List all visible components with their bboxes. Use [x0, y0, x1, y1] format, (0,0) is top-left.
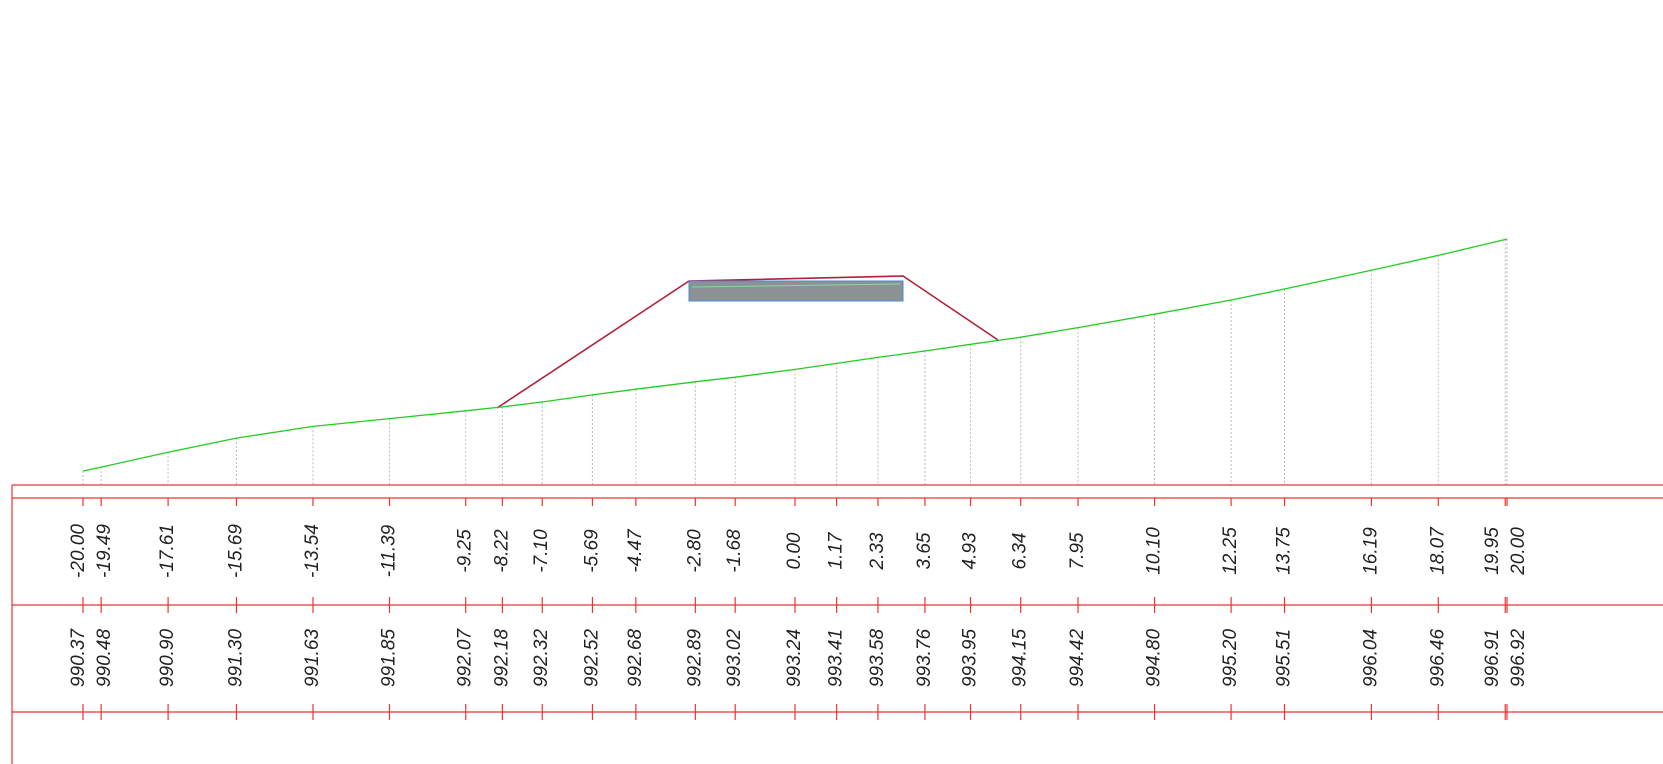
- elevation-label: 994.15: [1010, 629, 1031, 688]
- elevation-label: 992.32: [531, 629, 552, 688]
- offset-label: 2.33: [867, 532, 888, 570]
- elevation-label: 993.95: [960, 629, 981, 688]
- pavement-line: [691, 283, 901, 288]
- offset-label: 10.10: [1144, 527, 1165, 575]
- elevation-label: 992.52: [581, 629, 602, 688]
- elevation-label: 994.80: [1144, 629, 1165, 688]
- elevation-label: 996.92: [1508, 629, 1529, 688]
- labels: -20.00 990.37 -19.49 990.48 -17.61 990.90 -15.…: [68, 498, 1529, 720]
- elevation-label: 996.04: [1360, 629, 1381, 687]
- elevation-label: 993.02: [724, 629, 745, 688]
- offset-label: 3.65: [914, 532, 935, 569]
- elevation-label: 993.41: [826, 629, 847, 687]
- offset-label: -1.68: [724, 529, 745, 573]
- elevation-label: 993.76: [914, 629, 935, 688]
- elevation-label: 990.90: [157, 629, 178, 688]
- elevation-label: 993.58: [867, 629, 888, 688]
- design-section: [496, 275, 999, 409]
- elevation-label: 995.20: [1220, 629, 1241, 688]
- elevation-label: 996.46: [1427, 629, 1448, 688]
- offset-label: 16.19: [1360, 527, 1381, 575]
- offset-label: -8.22: [491, 529, 512, 573]
- offset-label: -5.69: [581, 529, 602, 573]
- elevation-label: 992.68: [625, 629, 646, 688]
- offset-label: -7.10: [531, 529, 552, 573]
- elevation-label: 992.07: [455, 628, 476, 688]
- elevation-label: 991.63: [302, 629, 323, 688]
- offset-label: -4.47: [625, 528, 646, 573]
- elevation-label: 991.85: [379, 629, 400, 688]
- elevation-label: 992.89: [684, 629, 705, 688]
- elevation-label: 991.30: [225, 629, 246, 688]
- elevation-label: 993.24: [784, 629, 805, 687]
- offset-label: -9.25: [455, 529, 476, 573]
- ground-line: [82, 238, 1508, 472]
- offset-label: 20.00: [1508, 527, 1529, 576]
- offset-label: -11.39: [379, 524, 400, 577]
- offset-label: -13.54: [302, 524, 323, 578]
- elevation-label: 996.91: [1482, 629, 1503, 687]
- elevation-label: 994.42: [1067, 629, 1088, 688]
- offset-label: 4.93: [960, 532, 981, 569]
- offset-label: 18.07: [1427, 526, 1448, 575]
- elevation-label: 990.37: [68, 628, 89, 688]
- offset-label: 0.00: [784, 532, 805, 569]
- offset-label: 1.17: [826, 531, 847, 569]
- offset-label: -2.80: [684, 529, 705, 573]
- offset-label: -19.49: [94, 524, 115, 578]
- offset-label: 12.25: [1220, 527, 1241, 575]
- offset-label: 13.75: [1274, 527, 1295, 575]
- offset-label: 6.34: [1010, 533, 1031, 570]
- elevation-label: 992.18: [491, 629, 512, 688]
- offset-label: -15.69: [225, 524, 246, 578]
- elevation-label: 995.51: [1274, 629, 1295, 687]
- offset-label: -20.00: [68, 524, 89, 578]
- offset-label: -17.61: [157, 524, 178, 578]
- elevation-label: 990.48: [94, 629, 115, 688]
- offset-label: 7.95: [1067, 532, 1088, 569]
- station-lines: [82, 239, 1508, 485]
- offset-label: 19.95: [1482, 527, 1503, 575]
